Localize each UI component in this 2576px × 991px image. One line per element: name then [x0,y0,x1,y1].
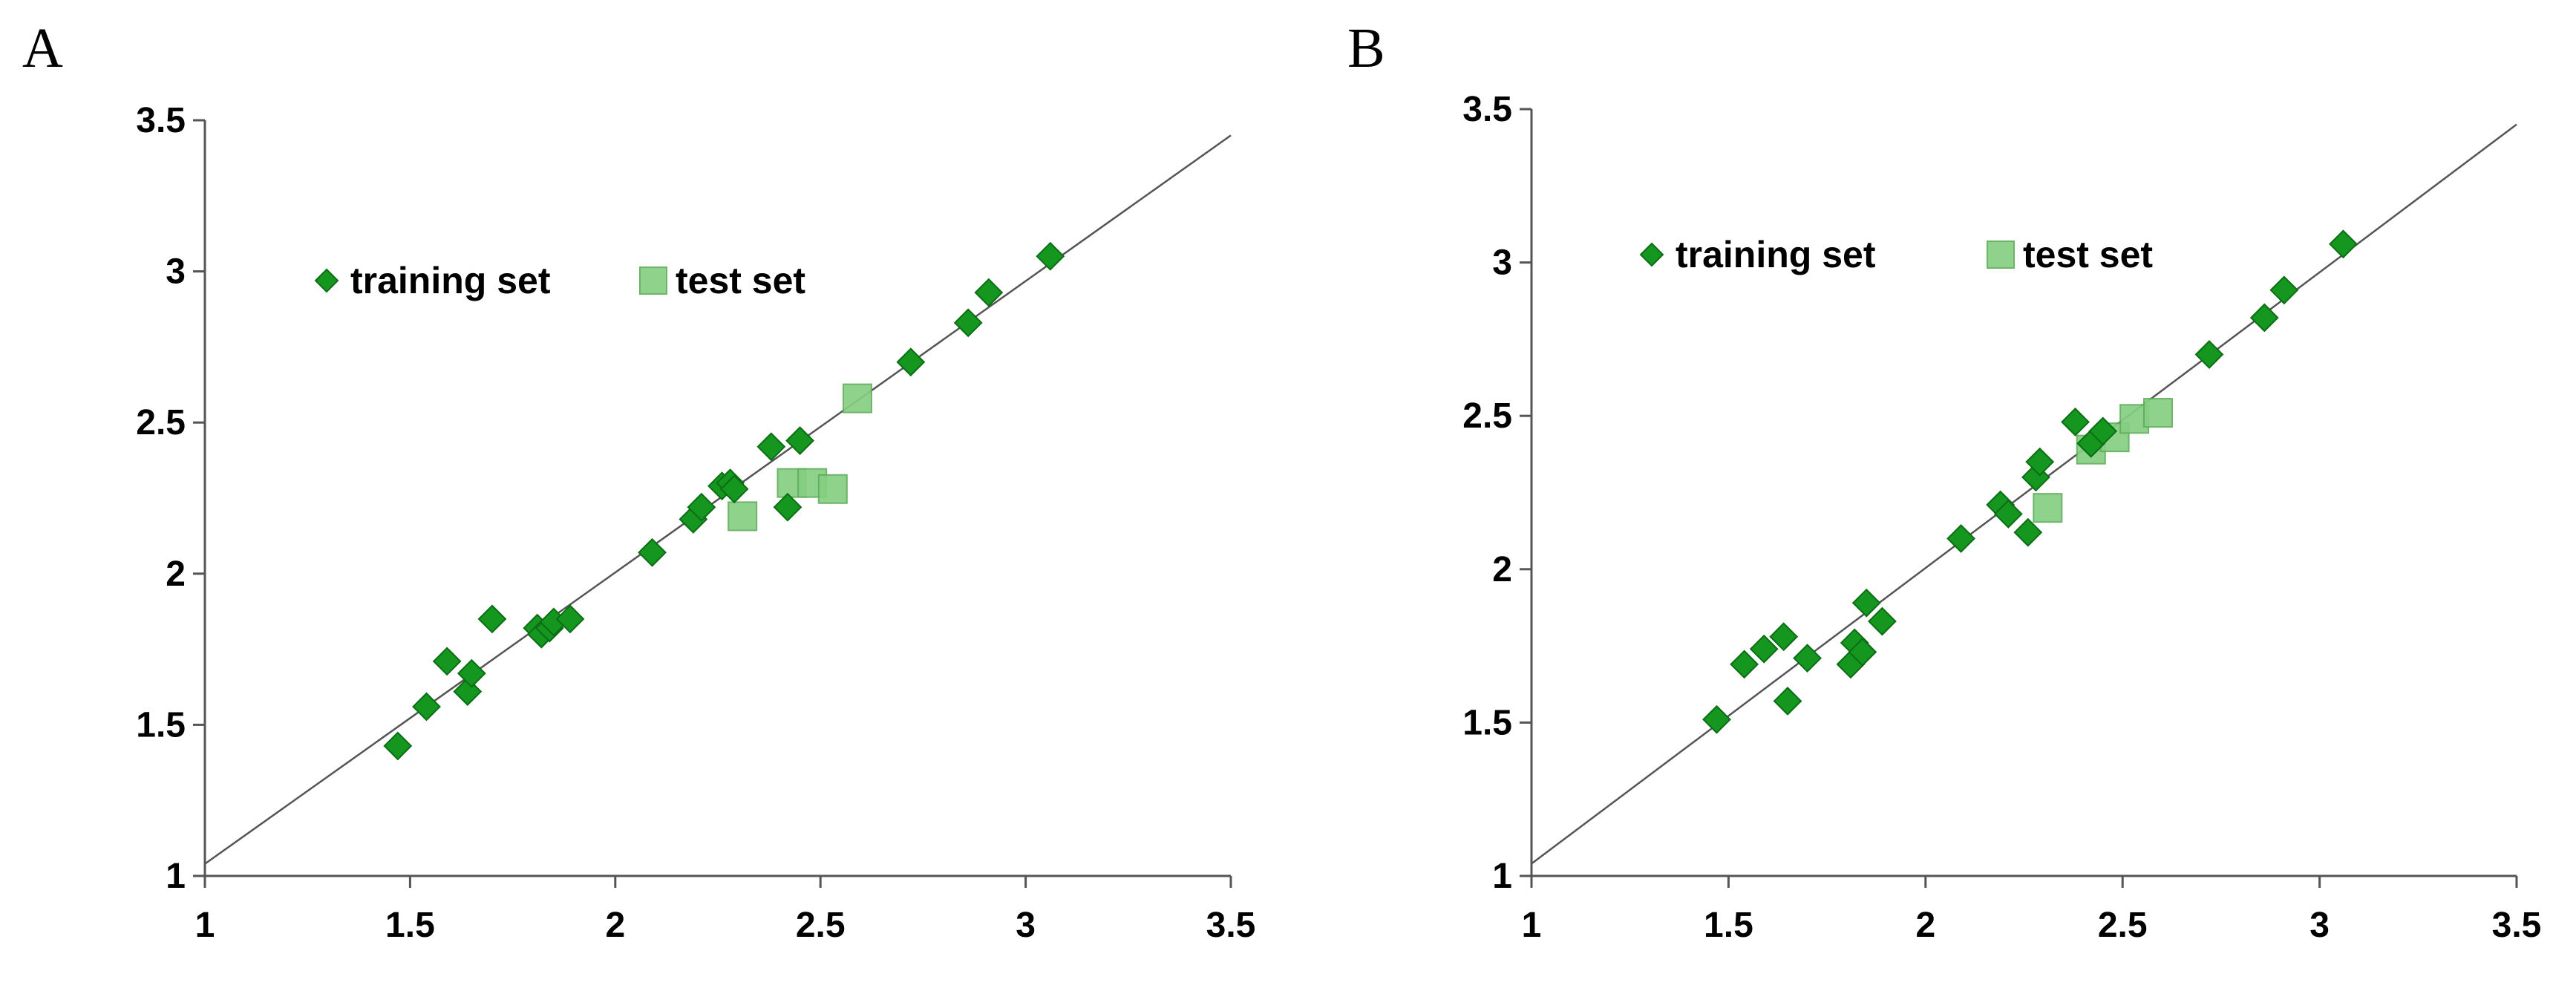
scatter-plot-a: 1 1.5 2 2.5 3 3.5 1 1.5 2 2.5 3 3.5 training set test… [136,101,1256,945]
panel-label: A [22,17,63,79]
training-set-point [2329,229,2358,259]
test-set-point [2142,398,2173,428]
training-set-point [1867,606,1897,636]
training-set-point [773,492,802,522]
panel-b: B 1 1.5 2 2.5 3 3.5 1 1.5 2 2.5 3 3.5 training set te… [1288,0,2576,991]
y-tick-label: 3 [1492,243,1512,283]
training-set-point [974,278,1004,307]
training-set-point [555,604,585,634]
test-set-point [817,474,848,504]
x-tick-label: 3.5 [1206,906,1256,945]
training-set-point [719,474,749,504]
x-tick-label: 1.5 [1704,906,1753,945]
training-set-point [1702,704,1731,734]
y-tick-label: 2 [1492,550,1512,589]
y-tick-label: 1.5 [1462,703,1512,742]
x-tick-label: 2 [1915,906,1935,945]
training-set-point [1851,588,1881,618]
x-tick-label: 3 [2309,906,2330,945]
training-set-point [953,308,983,338]
training-set-point [432,647,462,676]
test-set-point [2033,493,2063,523]
training-set-point [2269,275,2299,305]
x-tick-label: 3 [1016,906,1036,945]
legend-label-training: training set [1676,234,1876,275]
legend-square-icon [639,266,667,295]
training-set-point [477,604,507,634]
training-set-point [412,692,441,722]
training-set-point [2061,408,2090,436]
legend-diamond-icon [1639,242,1664,267]
panel-label: B [1347,17,1385,79]
test-set-point [728,501,758,532]
legend-label-training: training set [350,260,551,301]
training-set-point [1769,622,1799,652]
training-set-point [638,537,667,567]
x-tick-label: 1 [1522,906,1542,945]
training-set-point [2013,517,2043,547]
training-set-point [1793,644,1822,673]
training-set-point [383,731,413,761]
x-tick-label: 2 [605,906,625,945]
y-tick-label: 3.5 [136,101,186,140]
y-tick-label: 2.5 [136,403,186,442]
regression-line [204,134,1232,865]
training-set-point [1773,687,1802,716]
y-tick-label: 3.5 [1462,90,1512,129]
training-set-point [2249,303,2279,333]
training-set-point [1036,241,1065,271]
legend-square-icon [1987,241,2015,269]
training-set-point [2194,340,2224,369]
y-tick-label: 2.5 [1462,396,1512,436]
panel-a: A 1 1.5 2 2.5 3 3.5 1 1.5 2 2.5 3 3.5 training set te… [22,17,1256,945]
y-tick-label: 1.5 [136,705,186,745]
training-set-point [1749,634,1779,664]
y-tick-label: 1 [166,857,186,896]
legend-label-test: test set [2023,234,2153,275]
legend-diamond-icon [314,268,339,293]
training-set-point [1946,524,1975,553]
training-set-point [1993,500,2023,529]
training-set-point [756,432,786,462]
training-set-point [457,658,486,688]
legend-label-test: test set [676,260,805,301]
training-set-point [687,492,716,522]
training-set-point [2088,416,2118,446]
x-tick-label: 2.5 [796,906,846,945]
training-set-point [785,426,814,456]
training-set-point [1848,637,1877,667]
x-tick-label: 3.5 [2492,906,2542,945]
scatter-plot-b: 1 1.5 2 2.5 3 3.5 1 1.5 2 2.5 3 3.5 training set test… [1462,90,2542,945]
training-set-point [1730,650,1759,679]
test-set-point [842,383,872,413]
y-tick-label: 2 [166,555,186,594]
training-set-point [896,347,926,377]
x-tick-label: 2.5 [2098,906,2148,945]
y-tick-label: 1 [1492,857,1512,896]
y-tick-label: 3 [166,252,186,292]
x-tick-label: 1.5 [385,906,435,945]
training-set-point [2025,447,2055,477]
x-tick-label: 1 [195,906,215,945]
